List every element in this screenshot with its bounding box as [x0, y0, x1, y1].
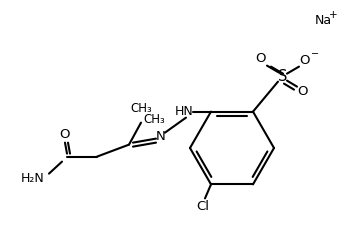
- Text: Cl: Cl: [197, 200, 210, 213]
- Text: O: O: [60, 128, 70, 141]
- Text: H₂N: H₂N: [21, 172, 45, 185]
- Text: Na: Na: [315, 14, 332, 27]
- Text: O: O: [300, 54, 310, 67]
- Text: S: S: [278, 69, 288, 84]
- Text: HN: HN: [174, 105, 193, 118]
- Text: −: −: [311, 49, 319, 59]
- Text: CH₃: CH₃: [143, 113, 165, 126]
- Text: O: O: [256, 52, 266, 65]
- Text: +: +: [329, 10, 337, 20]
- Text: N: N: [156, 130, 166, 143]
- Text: CH₃: CH₃: [130, 102, 152, 115]
- Text: O: O: [298, 85, 308, 98]
